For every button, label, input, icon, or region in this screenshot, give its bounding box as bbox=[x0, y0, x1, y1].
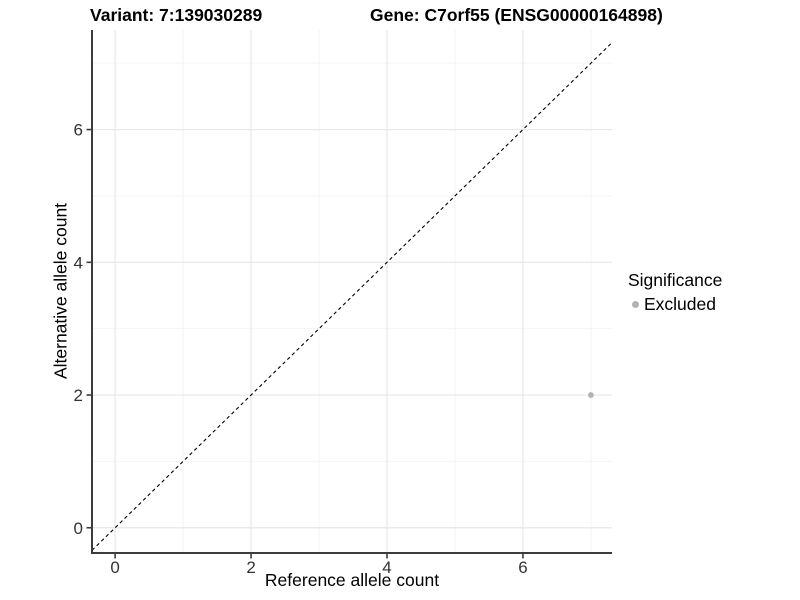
y-tick-label: 0 bbox=[74, 519, 83, 538]
identity-line bbox=[91, 42, 613, 551]
data-point bbox=[588, 392, 594, 398]
y-tick-label: 2 bbox=[74, 386, 83, 405]
y-tick-label: 4 bbox=[74, 253, 83, 272]
legend-item-label: Excluded bbox=[644, 294, 716, 314]
x-tick-label: 0 bbox=[110, 558, 119, 577]
legend-items: Excluded bbox=[628, 294, 722, 315]
legend-title: Significance bbox=[628, 270, 723, 290]
legend: Significance Excluded bbox=[628, 270, 722, 315]
x-axis-title: Reference allele count bbox=[264, 570, 440, 590]
legend-item: Excluded bbox=[628, 294, 722, 315]
y-axis-title: Alternative allele count bbox=[50, 202, 71, 380]
legend-key-dot-icon bbox=[632, 301, 639, 308]
x-tick-label: 6 bbox=[518, 558, 527, 577]
variant-title: Variant: 7:139030289 bbox=[90, 5, 263, 25]
x-tick-label: 2 bbox=[246, 558, 255, 577]
y-tick-label: 6 bbox=[74, 121, 83, 140]
x-tick-label: 4 bbox=[382, 558, 391, 577]
gene-title: Gene: C7orf55 (ENSG00000164898) bbox=[370, 5, 663, 25]
